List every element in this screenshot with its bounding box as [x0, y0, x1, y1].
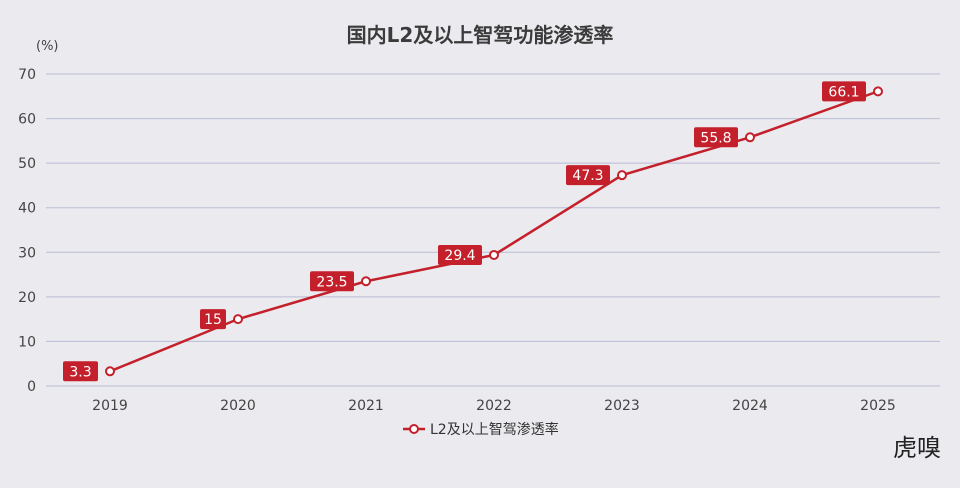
data-label-text: 55.8	[700, 130, 731, 146]
x-tick-label: 2024	[732, 398, 768, 414]
data-point-marker	[361, 276, 371, 287]
x-tick-label: 2019	[92, 398, 128, 414]
x-tick-label: 2020	[220, 398, 256, 414]
data-label: 23.5	[310, 271, 354, 292]
grid-lines	[46, 73, 940, 387]
y-axis-ticks: 0 10 20 30 40 50 60 70	[18, 67, 36, 395]
data-label-box	[438, 244, 482, 265]
data-label-text: 66.1	[828, 84, 859, 100]
data-label-box	[200, 309, 226, 330]
series-line	[109, 90, 879, 373]
y-tick-label: 30	[18, 245, 36, 261]
y-tick-label: 50	[18, 156, 36, 172]
series-line-layer	[105, 86, 883, 377]
data-label-box	[822, 81, 866, 102]
data-label-box	[694, 127, 738, 148]
data-label-box	[63, 361, 98, 382]
x-axis-ticks: 2019 2020 2021 2022 2023 2024 2025	[92, 398, 896, 414]
legend-label: L2及以上智驾渗透率	[430, 421, 559, 438]
data-label: 55.8	[694, 127, 738, 148]
x-tick-label: 2021	[348, 398, 384, 414]
data-point-marker	[745, 132, 755, 143]
y-tick-label: 0	[27, 379, 36, 395]
x-tick-label: 2022	[476, 398, 512, 414]
data-label: 66.1	[822, 81, 866, 102]
watermark-logo: 虎嗅	[893, 434, 941, 462]
legend-marker-swatch	[409, 424, 419, 434]
y-tick-label: 70	[18, 67, 36, 83]
data-label-text: 15	[204, 312, 222, 328]
data-label-text: 29.4	[444, 248, 475, 264]
data-label-text: 3.3	[69, 364, 91, 380]
data-label-text: 23.5	[316, 274, 347, 290]
data-point-marker	[617, 170, 627, 181]
data-label: 15	[200, 309, 226, 330]
legend: L2及以上智驾渗透率	[403, 421, 559, 438]
y-tick-label: 20	[18, 290, 36, 306]
data-point-marker	[873, 86, 883, 97]
data-label-layer: 3.3 15 23.5 29.4 47.3 55.8 66.1	[63, 81, 866, 382]
data-label: 47.3	[566, 165, 610, 186]
data-label-box	[566, 165, 610, 186]
data-label: 29.4	[438, 244, 482, 265]
data-point-marker	[489, 249, 499, 260]
data-point-marker	[105, 366, 115, 377]
data-label-text: 47.3	[572, 168, 603, 184]
data-point-marker	[233, 314, 243, 325]
y-axis-unit: (%)	[36, 39, 59, 54]
y-tick-label: 40	[18, 201, 36, 217]
data-label: 3.3	[63, 361, 98, 382]
x-tick-label: 2023	[604, 398, 640, 414]
chart-title: 国内L2及以上智驾功能渗透率	[347, 23, 614, 47]
x-tick-label: 2025	[860, 398, 896, 414]
data-label-box	[310, 271, 354, 292]
y-tick-label: 60	[18, 112, 36, 128]
y-tick-label: 10	[18, 334, 36, 350]
